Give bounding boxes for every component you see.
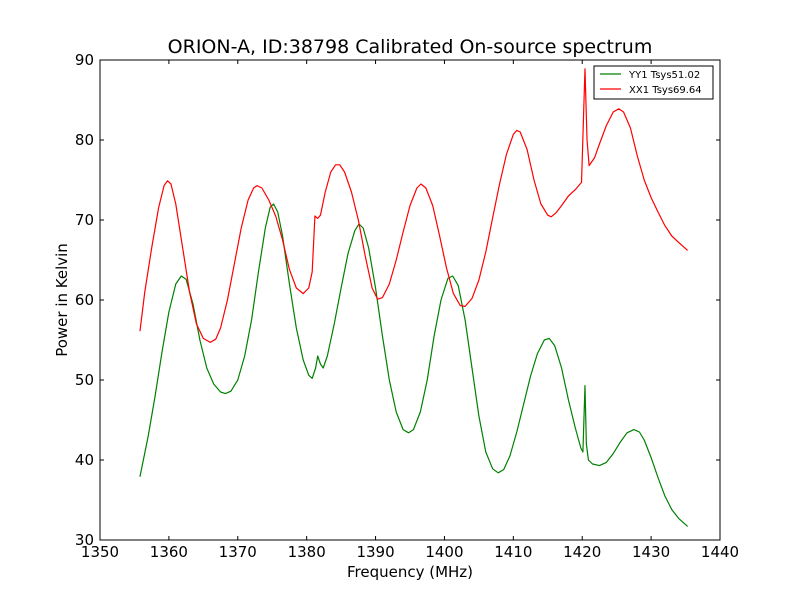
y-tick-label: 90 [75, 51, 94, 69]
x-tick-label: 1420 [563, 543, 601, 561]
x-tick-label: 1440 [701, 543, 739, 561]
legend-label-xx1: XX1 Tsys69.64 [629, 85, 702, 96]
y-tick-label: 30 [75, 531, 94, 549]
y-tick-label: 60 [75, 291, 94, 309]
x-tick-label: 1390 [356, 543, 394, 561]
ticks-layer: 1350 1360 1370 1380 1390 1400 1410 1420 1430 1440… [75, 51, 739, 561]
legend-frame [593, 65, 714, 100]
series-layer [139, 68, 689, 527]
y-tick-label: 40 [75, 451, 94, 469]
x-tick-label: 1370 [219, 543, 257, 561]
x-tick-label: 1400 [425, 543, 463, 561]
x-axis-label: Frequency (MHz) [347, 563, 473, 581]
x-tick-label: 1380 [288, 543, 326, 561]
series-line-xx1 [139, 68, 689, 343]
plot-frame [99, 59, 721, 541]
chart-title: ORION-A, ID:38798 Calibrated On-source s… [168, 36, 653, 58]
y-axis-label: Power in Kelvin [53, 243, 71, 357]
x-tick-label: 1410 [494, 543, 532, 561]
legend-label-yy1: YY1 Tsys51.02 [628, 70, 700, 81]
series-line-yy1 [139, 203, 689, 527]
x-tick-label: 1360 [150, 543, 188, 561]
x-tick-label: 1350 [81, 543, 119, 561]
legend: YY1 Tsys51.02 XX1 Tsys69.64 [593, 65, 714, 100]
y-tick-label: 50 [75, 371, 94, 389]
x-tick-label: 1430 [632, 543, 670, 561]
y-tick-label: 80 [75, 131, 94, 149]
plot-background [100, 60, 720, 540]
y-tick-label: 70 [75, 211, 94, 229]
